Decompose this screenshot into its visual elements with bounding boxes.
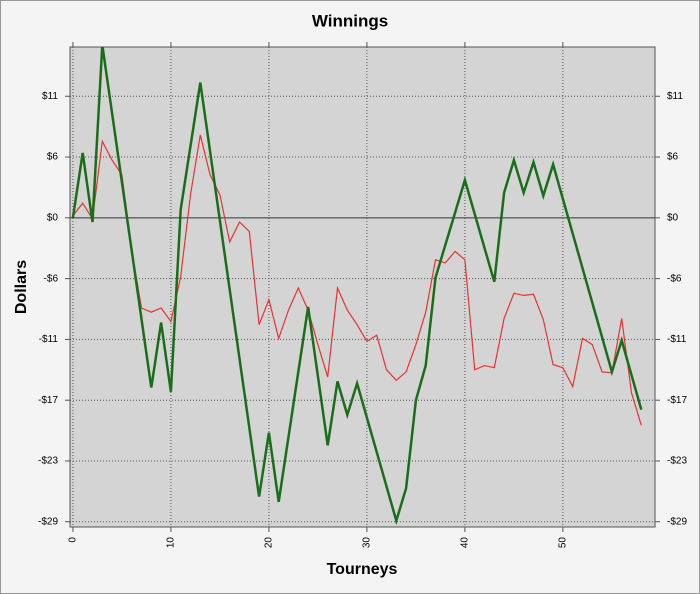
y2-tick-label: -$6 [667, 273, 682, 284]
x-tick-label: 30 [362, 537, 373, 549]
y2-tick-label: -$23 [667, 456, 687, 467]
plot-area [69, 46, 656, 528]
y2-tick-label: -$29 [667, 516, 687, 527]
plot-lines [71, 47, 643, 526]
y-tick-label: -$23 [38, 456, 58, 467]
y-tick-label: -$6 [44, 273, 59, 284]
y-tick-label: -$29 [38, 516, 58, 527]
y2-tick-label: -$17 [667, 395, 687, 406]
x-tick-label: 50 [558, 537, 569, 549]
x-axis-title: Tourneys [327, 561, 398, 578]
y-tick-label: -$17 [38, 395, 58, 406]
y2-tick-label: $11 [667, 91, 683, 102]
y2-tick-label: -$11 [667, 334, 687, 345]
y2-tick-label: $0 [667, 212, 679, 223]
x-tick-label: 40 [460, 537, 471, 549]
chart-title: Winnings [312, 11, 388, 30]
x-tick-label: 10 [166, 537, 177, 549]
data-line [71, 47, 643, 526]
x-tick-label: 0 [68, 537, 79, 543]
y-tick-label: $6 [47, 152, 59, 163]
y2-tick-label: $6 [667, 152, 679, 163]
y-tick-label: -$11 [39, 334, 59, 345]
data-line [72, 134, 642, 426]
y-tick-label: $0 [47, 212, 59, 223]
y-axis-title: Dollars [13, 260, 30, 314]
y-tick-label: $11 [42, 91, 58, 102]
x-tick-label: 20 [264, 537, 275, 549]
